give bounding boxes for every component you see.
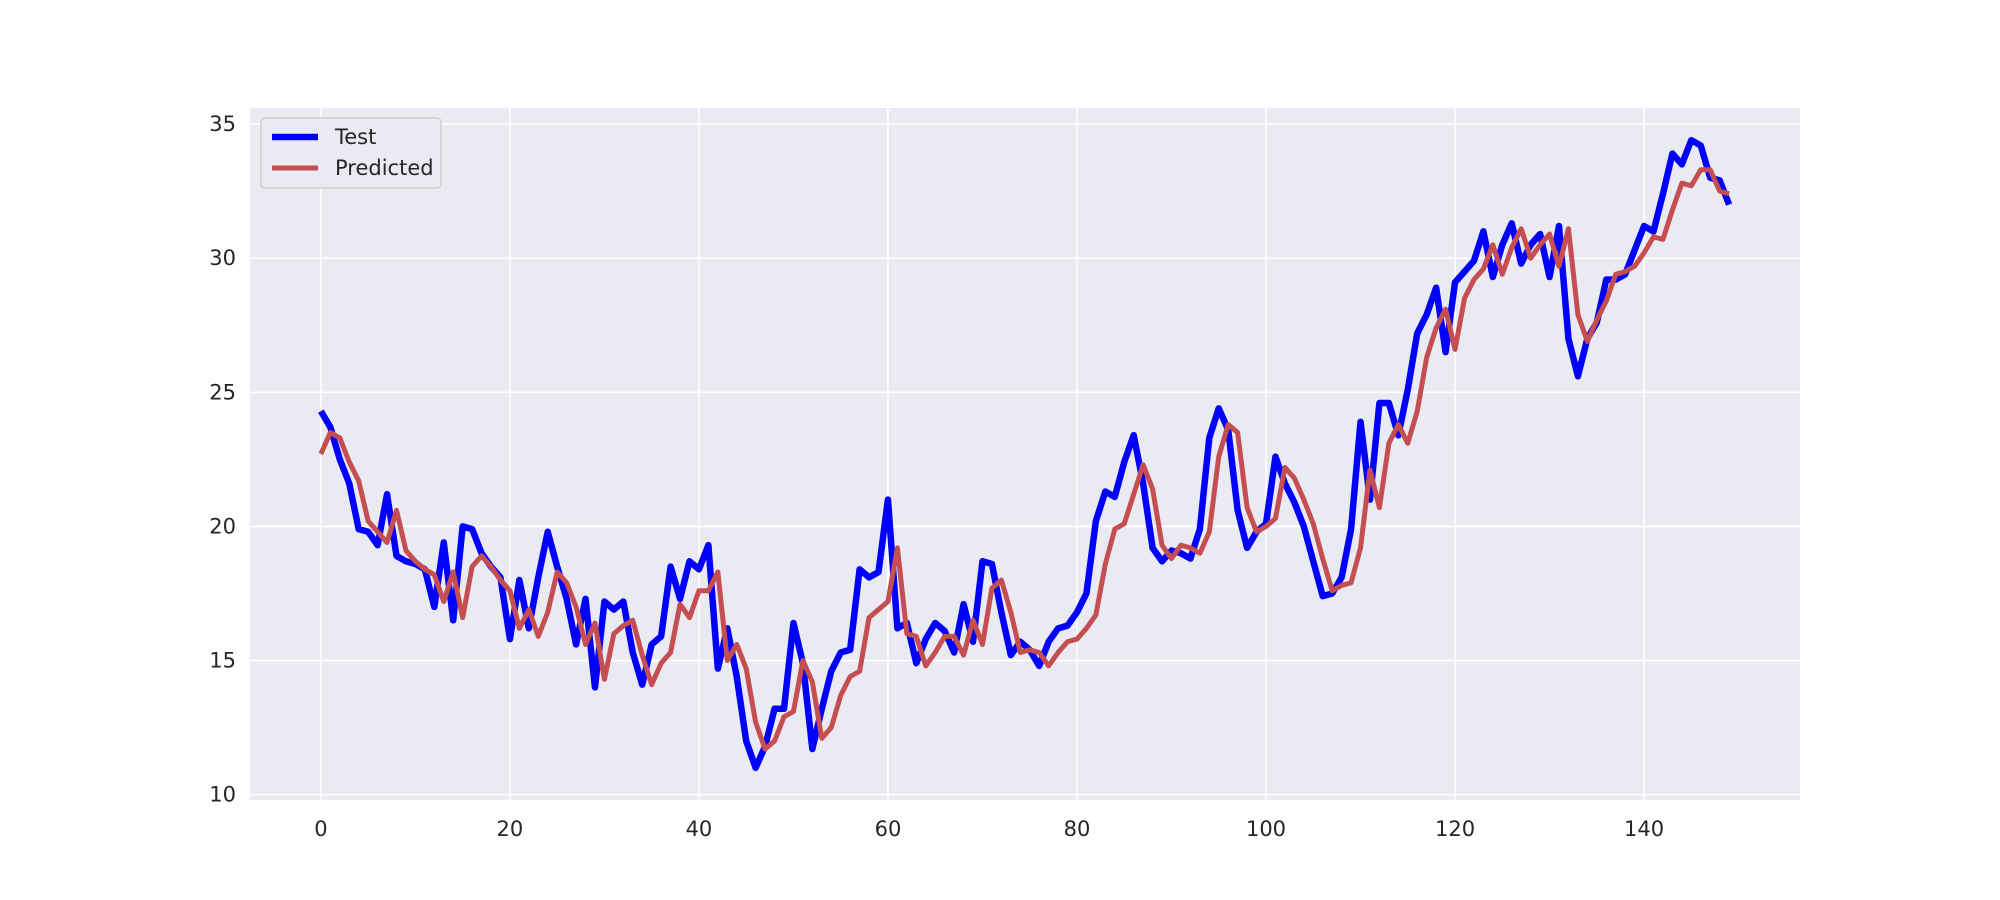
x-tick-label-80: 80: [1064, 817, 1091, 841]
y-tick-label-15: 15: [209, 649, 236, 673]
legend: Test Predicted: [260, 117, 442, 189]
series-line-test: [318, 136, 1733, 772]
y-tick-label-20: 20: [209, 514, 236, 538]
series-line-predicted: [318, 167, 1730, 752]
x-tick-label-0: 0: [314, 817, 327, 841]
series-layer: [318, 136, 1733, 772]
y-tick-label-35: 35: [209, 112, 236, 136]
grid-lines: [250, 108, 1800, 800]
x-tick-label-100: 100: [1246, 817, 1286, 841]
tick-labels: 0 20 40 60 80 100 120 140 10 15 20 25 30 35: [209, 112, 1664, 841]
y-tick-label-30: 30: [209, 246, 236, 270]
x-tick-label-60: 60: [875, 817, 902, 841]
x-tick-label-140: 140: [1624, 817, 1664, 841]
x-tick-label-40: 40: [686, 817, 713, 841]
legend-test-label: Test: [334, 125, 376, 149]
plot-background: [250, 108, 1800, 800]
y-tick-label-25: 25: [209, 380, 236, 404]
legend-predicted-label: Predicted: [335, 156, 434, 180]
y-tick-label-10: 10: [209, 783, 236, 807]
x-tick-label-20: 20: [497, 817, 524, 841]
x-tick-label-120: 120: [1435, 817, 1475, 841]
